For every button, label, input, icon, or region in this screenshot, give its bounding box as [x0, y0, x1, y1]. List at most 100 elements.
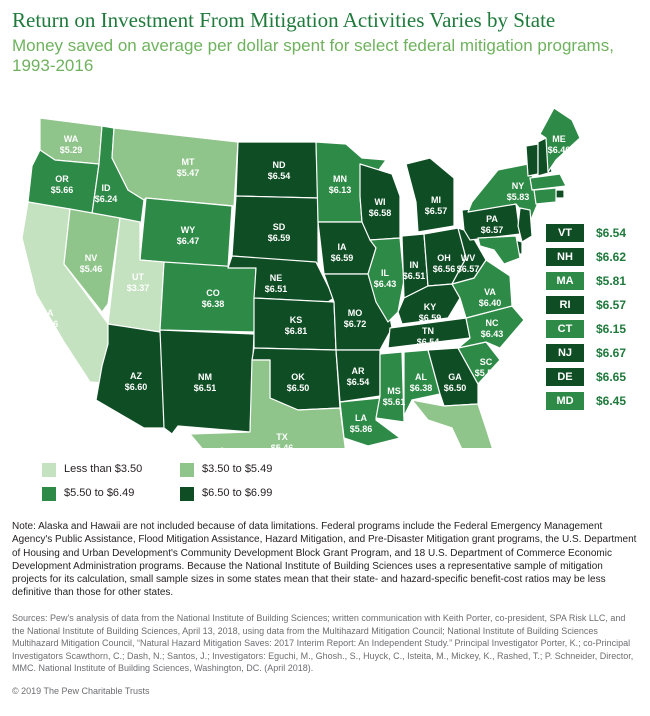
state-label-tn: TN $6.54 [417, 326, 440, 347]
state-abbr-ia: IA [338, 242, 348, 252]
sources-text: Sources: Pew's analysis of data from the… [12, 613, 634, 674]
state-abbr-mi: MI [431, 195, 441, 205]
state-abbr-sd: SD [273, 222, 286, 232]
state-abbr-in: IN [410, 260, 419, 270]
state-abbr-ga: GA [448, 372, 462, 382]
state-value-ms: $5.61 [383, 397, 406, 407]
legend-swatch-2 [180, 463, 194, 477]
state-shape-nv [63, 208, 121, 313]
state-abbr-mn: MN [333, 174, 347, 184]
state-shape-md [477, 235, 521, 265]
ne-row-nh: NH $6.62 [546, 248, 646, 266]
state-shape-il [367, 237, 405, 323]
state-abbr-ne: NE [270, 273, 283, 283]
state-label-mn: MN $6.13 [329, 174, 352, 195]
state-value-nm: $6.51 [194, 383, 217, 393]
state-value-sc: $5.51 [475, 368, 498, 378]
state-value-al: $6.38 [410, 383, 433, 393]
state-abbr-ky: KY [424, 302, 437, 312]
state-abbr-il: IL [381, 268, 390, 278]
state-label-ms: MS $5.61 [383, 386, 406, 407]
ne-row-vt: VT $6.54 [546, 224, 646, 242]
ne-value-md: $6.45 [596, 394, 627, 408]
ne-value-nh: $6.62 [596, 250, 627, 264]
ne-row-de: DE $6.65 [546, 368, 646, 386]
ne-abbr-ct: CT [546, 320, 584, 338]
state-value-or: $5.66 [51, 185, 74, 195]
state-label-id: ID $6.24 [95, 183, 118, 204]
state-abbr-ar: AR [352, 366, 365, 376]
state-value-mn: $6.13 [329, 185, 352, 195]
state-label-sd: SD $6.59 [268, 222, 291, 243]
ne-row-md: MD $6.45 [546, 392, 646, 410]
state-label-nc: NC $6.43 [481, 318, 504, 339]
state-abbr-al: AL [415, 372, 427, 382]
ne-abbr-vt: VT [546, 224, 584, 242]
state-label-ar: AR $6.54 [347, 366, 370, 387]
page-subtitle: Money saved on average per dollar spent … [12, 36, 614, 75]
state-label-ky: KY $6.59 [419, 302, 442, 323]
state-label-sc: SC $5.51 [475, 357, 498, 378]
legend-swatch-4 [180, 487, 194, 501]
ne-abbr-ma: MA [546, 272, 584, 290]
ne-value-de: $6.65 [596, 370, 627, 384]
state-value-ia: $6.59 [331, 253, 354, 263]
state-label-nv: NV $5.46 [80, 253, 103, 274]
state-abbr-az: AZ [130, 371, 142, 381]
state-value-wi: $6.58 [369, 208, 392, 218]
state-label-wi: WI $6.58 [369, 197, 392, 218]
state-label-ga: GA $6.50 [444, 372, 467, 393]
map-legend: Less than $3.50 $3.50 to $5.49 $5.50 to … [42, 462, 342, 504]
state-label-ny: NY $5.83 [507, 181, 530, 202]
ne-row-nj: NJ $6.67 [546, 344, 646, 362]
state-abbr-mo: MO [348, 308, 363, 318]
state-value-ny: $5.83 [507, 192, 530, 202]
state-abbr-ny: NY [512, 181, 525, 191]
state-abbr-la: LA [355, 413, 367, 423]
state-value-tx: $5.46 [271, 443, 294, 448]
state-value-mt: $5.47 [177, 168, 200, 178]
state-abbr-wv: WV [461, 253, 476, 263]
ne-value-ri: $6.57 [596, 298, 627, 312]
state-label-or: OR $5.66 [51, 174, 74, 195]
state-label-mo: MO $6.72 [344, 308, 367, 329]
state-abbr-id: ID [102, 183, 112, 193]
note-text: Note: Alaska and Hawaii are not included… [12, 521, 637, 599]
state-abbr-tx: TX [276, 432, 288, 442]
state-label-pa: PA $6.57 [481, 214, 504, 235]
state-abbr-oh: OH [437, 253, 451, 263]
state-label-ok: OK $6.50 [287, 372, 310, 393]
state-label-ks: KS $6.81 [285, 315, 308, 336]
state-value-ar: $6.54 [347, 377, 370, 387]
legend-swatch-3 [42, 487, 56, 501]
state-label-tx: TX $5.46 [271, 432, 294, 448]
state-shape-nd [235, 141, 319, 199]
state-shape-al [403, 349, 441, 417]
state-value-la: $5.86 [350, 424, 373, 434]
ne-abbr-de: DE [546, 368, 584, 386]
state-shape-vt [525, 143, 539, 177]
state-shape-nm [159, 329, 255, 435]
state-abbr-va: VA [484, 287, 496, 297]
state-value-wy: $6.47 [177, 236, 200, 246]
state-abbr-ks: KS [290, 315, 303, 325]
state-shape-ma [529, 173, 567, 191]
state-value-sd: $6.59 [268, 233, 291, 243]
state-value-in: $6.51 [403, 271, 426, 281]
state-value-tn: $6.54 [417, 337, 440, 347]
state-shape-ct [533, 187, 557, 205]
state-label-mi: MI $6.57 [425, 195, 448, 216]
state-shape-nc [457, 305, 525, 349]
legend-label-3: $5.50 to $6.49 [64, 487, 135, 499]
state-shape-nj [517, 207, 533, 243]
state-shape-ms [375, 351, 405, 423]
state-abbr-fl: FL [470, 447, 481, 448]
state-label-oh: OH $6.56 [433, 253, 456, 274]
state-value-nc: $6.43 [481, 329, 504, 339]
state-shape-sd [231, 195, 319, 265]
state-value-va: $6.40 [479, 298, 502, 308]
page-title: Return on Investment From Mitigation Act… [12, 8, 556, 32]
state-abbr-nm: NM [198, 372, 212, 382]
state-abbr-co: CO [206, 288, 220, 298]
